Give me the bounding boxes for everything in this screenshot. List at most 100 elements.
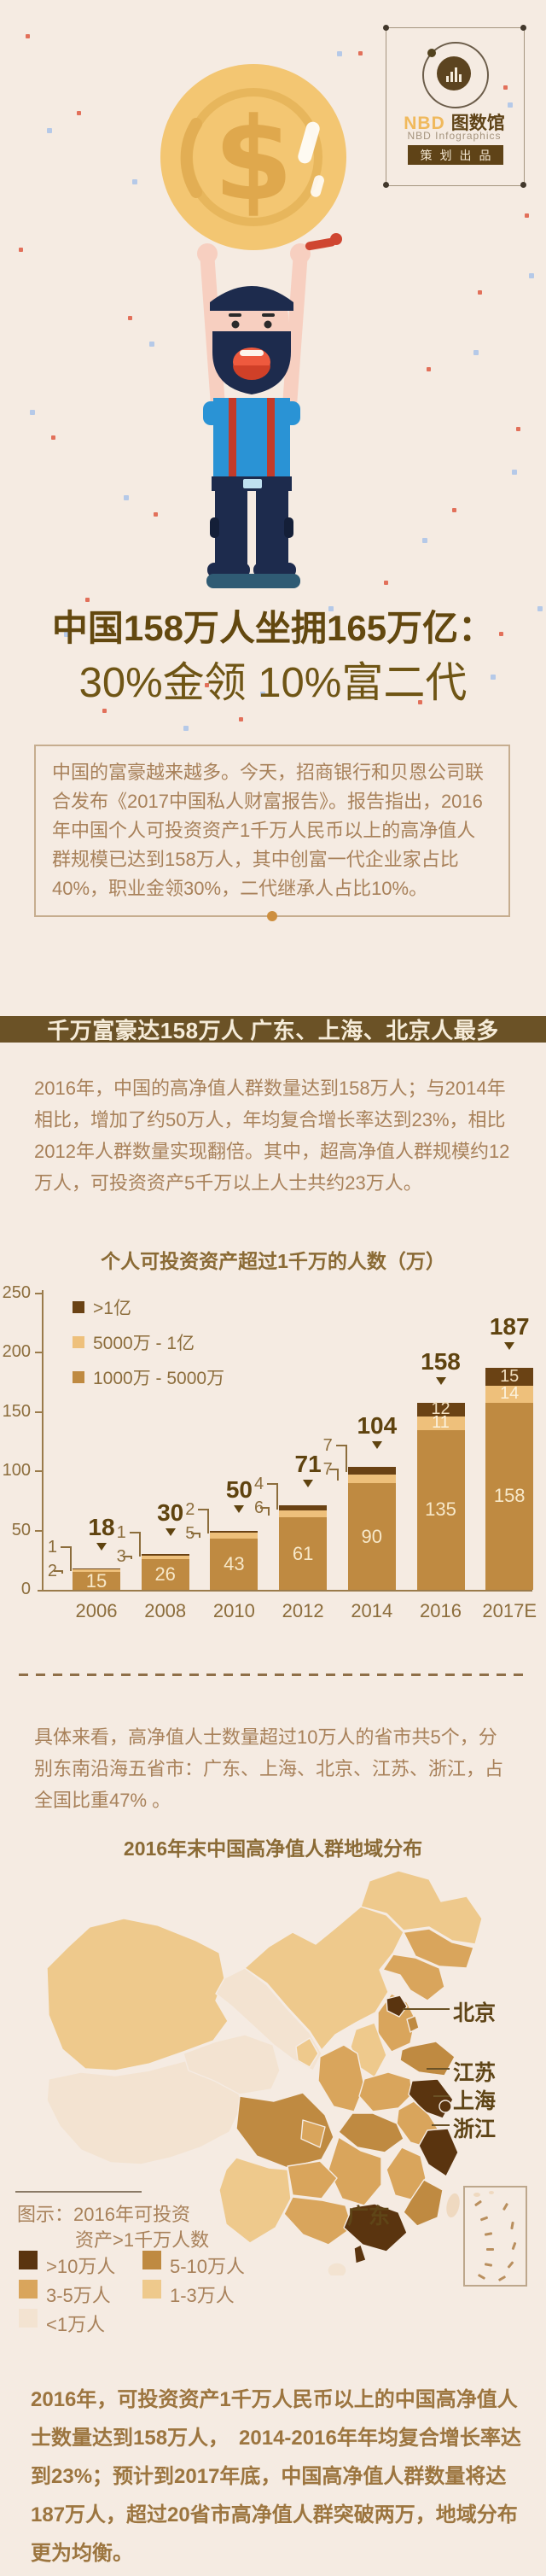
region-xinjiang bbox=[46, 1918, 229, 2071]
map-legend-title-line1: 图示：2016年可投资 bbox=[17, 2204, 190, 2225]
region-hainan bbox=[327, 2262, 347, 2275]
frame-corner-dot bbox=[520, 182, 526, 188]
stacked-bar-chart: >1亿 5000万 - 1亿 1000万 - 5000万 0 50 100 150 20… bbox=[0, 1281, 546, 1631]
bar-chart-icon bbox=[437, 56, 471, 91]
bar-total-arrow-icon bbox=[504, 1342, 515, 1351]
gold-coin-dollar-icon: $ bbox=[160, 64, 346, 250]
x-axis-label: 2006 bbox=[75, 1600, 118, 1621]
mascot-man-holding-coin-illustration: $ bbox=[160, 64, 346, 588]
legend-separator bbox=[15, 2191, 142, 2193]
bar-total-label: 30 bbox=[157, 1499, 184, 1527]
callout-line-high bbox=[198, 1508, 210, 1533]
bar-segment-low bbox=[210, 1539, 258, 1590]
y-tick-mark bbox=[35, 1411, 43, 1413]
bar-segment-low bbox=[141, 1558, 189, 1590]
dashed-divider bbox=[19, 1674, 527, 1676]
x-axis-label: 2008 bbox=[144, 1600, 187, 1621]
bar-segment-high bbox=[347, 1466, 396, 1475]
x-axis-label: 2017E bbox=[482, 1600, 537, 1621]
map-label-shanghai: 上海 bbox=[453, 2089, 497, 2113]
page-title-line2: 30%金领 10%富二代 bbox=[78, 660, 468, 706]
legend-swatch bbox=[142, 2280, 161, 2299]
region-tibet bbox=[46, 2059, 242, 2165]
bar-total-label: 18 bbox=[88, 1514, 115, 1541]
region-henan bbox=[358, 2071, 413, 2112]
y-tick-label: 250 bbox=[2, 1283, 31, 1302]
x-axis-line bbox=[38, 1590, 532, 1592]
region-shaanxi bbox=[317, 2044, 365, 2112]
confetti-blue bbox=[47, 128, 52, 133]
bar-total-label: 187 bbox=[489, 1313, 530, 1341]
region-chongqing bbox=[300, 2119, 326, 2148]
region-gansu bbox=[215, 1967, 322, 2071]
region-guangdong bbox=[343, 2203, 408, 2252]
map-label-guangdong: 广东 bbox=[347, 2205, 391, 2228]
bar-total-label: 71 bbox=[294, 1451, 322, 1478]
bar-total-arrow-icon bbox=[234, 1504, 245, 1513]
bar-value-low: 61 bbox=[292, 1542, 314, 1564]
y-tick-mark bbox=[35, 1352, 43, 1354]
callout-value-mid: 5 bbox=[185, 1523, 195, 1543]
region-tianjin bbox=[406, 2015, 420, 2033]
y-tick-label: 150 bbox=[2, 1401, 31, 1421]
bar-segment-high bbox=[73, 1568, 120, 1570]
inset-island bbox=[473, 2193, 480, 2197]
chart-legend: >1亿 5000万 - 1亿 1000万 - 5000万 bbox=[73, 1294, 224, 1399]
region-guangdong-peninsula bbox=[353, 2244, 367, 2264]
beijing-callout-line bbox=[403, 2008, 450, 2010]
svg-text:$: $ bbox=[213, 93, 293, 226]
frame-corner-dot bbox=[520, 25, 526, 31]
region-guizhou bbox=[287, 2160, 338, 2199]
x-axis-label: 2010 bbox=[212, 1600, 255, 1621]
region-heilongjiang bbox=[360, 1870, 483, 1945]
legend-swatch bbox=[19, 2280, 38, 2299]
bar-segment-low bbox=[416, 1429, 465, 1590]
china-choropleth-map bbox=[46, 1870, 483, 2275]
region-fujian bbox=[403, 2179, 444, 2227]
bar-total-arrow-icon bbox=[96, 1543, 107, 1551]
bar-total-arrow-icon bbox=[435, 1376, 446, 1385]
bar-segment-mid bbox=[416, 1417, 465, 1430]
frame-corner-dot bbox=[383, 182, 389, 188]
legend-label: 5-10万人 bbox=[170, 2256, 246, 2277]
region-guangxi bbox=[283, 2196, 353, 2246]
legend-item: 5000万 - 1亿 bbox=[73, 1329, 224, 1355]
bar-total-arrow-icon bbox=[165, 1528, 176, 1537]
legend-swatch bbox=[142, 2251, 161, 2269]
logo-subtitle: NBD Infographics bbox=[407, 130, 502, 142]
callout-value-mid: 3 bbox=[116, 1547, 126, 1567]
logo-wordmark: NBD 图数馆 bbox=[386, 109, 523, 135]
y-tick-mark bbox=[35, 1529, 43, 1532]
callout-value-mid: 6 bbox=[253, 1498, 264, 1518]
y-tick-label: 100 bbox=[2, 1461, 31, 1481]
map-label-jiangsu: 江苏 bbox=[453, 2061, 497, 2085]
x-axis-label: 2016 bbox=[420, 1600, 462, 1621]
jiangsu-callout-line bbox=[427, 2068, 450, 2070]
bar-segment-mid bbox=[141, 1555, 189, 1559]
y-tick-label: 0 bbox=[20, 1580, 31, 1598]
logo-brand: NBD bbox=[404, 114, 445, 133]
logo-orbit-ring bbox=[422, 42, 489, 108]
y-tick-mark bbox=[35, 1470, 43, 1473]
bar-segment-high bbox=[485, 1368, 534, 1387]
bar-value-high: 12 bbox=[431, 1399, 450, 1419]
map-lead-text: 具体来看，高净值人士数量超过10万人的省市共5个，分别东南沿海五省市：广东、上海… bbox=[34, 1726, 504, 1811]
frame-corner-dot bbox=[383, 25, 389, 31]
legend-swatch bbox=[73, 1301, 84, 1313]
chart-title: 个人可投资资产超过1千万的人数（万） bbox=[101, 1250, 445, 1272]
callout-line-high bbox=[129, 1532, 141, 1557]
bar-segment-high bbox=[210, 1530, 258, 1533]
bar-value-low: 158 bbox=[493, 1485, 526, 1507]
y-tick-label: 200 bbox=[2, 1342, 31, 1362]
bar-value-low: 26 bbox=[154, 1563, 176, 1585]
south-china-sea-inset bbox=[463, 2186, 527, 2287]
region-zhejiang bbox=[418, 2128, 459, 2177]
bar-segment-mid bbox=[210, 1533, 258, 1539]
callout-value-high: 4 bbox=[253, 1475, 264, 1494]
intro-text-box: 中国的富豪越来越多。今天，招商银行和贝恩公司联合发布《2017中国私人财富报告》… bbox=[34, 745, 510, 921]
bar-value-mid: 11 bbox=[432, 1412, 450, 1432]
callout-line-mid bbox=[54, 1570, 63, 1574]
callout-value-mid: 2 bbox=[47, 1562, 57, 1581]
legend-label: 5000万 - 1亿 bbox=[93, 1334, 195, 1353]
